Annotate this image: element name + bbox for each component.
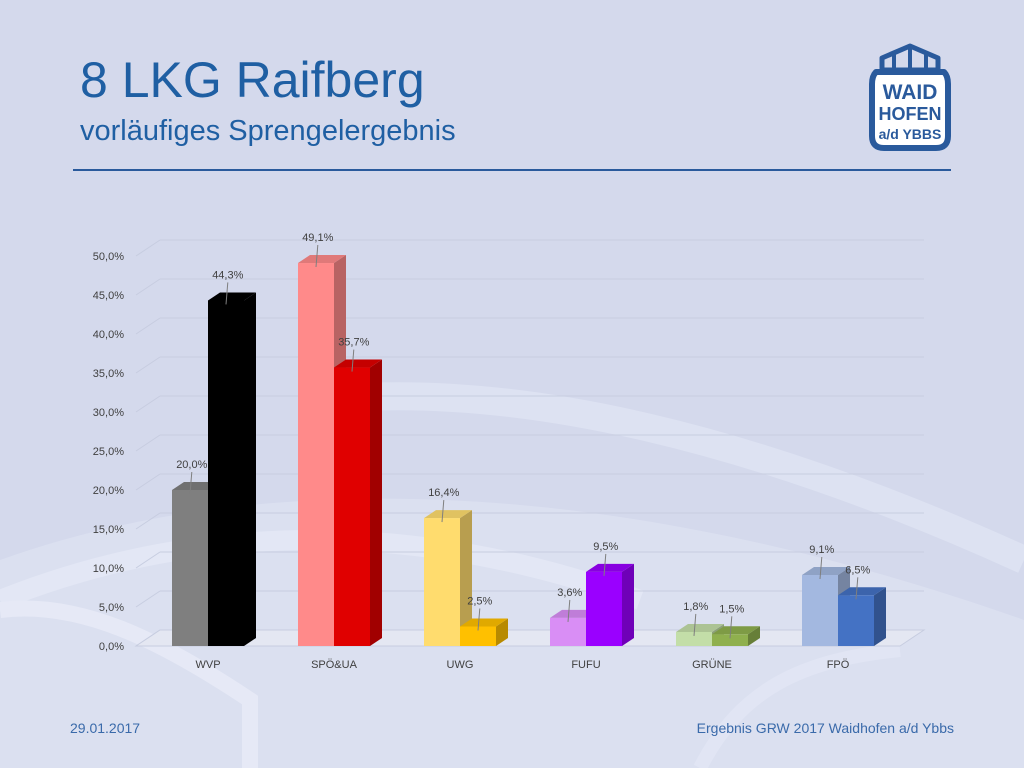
x-category-label: FPÖ: [827, 659, 850, 671]
x-category-label: WVP: [195, 659, 220, 671]
y-tick-label: 30,0%: [93, 407, 124, 419]
data-label-leader: [819, 556, 823, 580]
bar: [802, 575, 838, 646]
bar: [334, 367, 370, 646]
y-tick-label: 10,0%: [93, 563, 124, 575]
data-label: 3,6%: [557, 587, 582, 599]
x-category-label: SPÖ&UA: [311, 659, 358, 671]
data-label-leader: [441, 500, 445, 523]
logo-line-3: a/d YBBS: [879, 126, 942, 142]
bar-top: [838, 587, 886, 596]
data-label-leader: [855, 577, 859, 600]
y-tick-label: 0,0%: [99, 641, 124, 653]
bar-top: [298, 255, 346, 264]
data-label-leader: [567, 599, 571, 622]
bar: [676, 631, 712, 646]
data-label: 1,5%: [719, 603, 744, 615]
bar: [550, 617, 586, 646]
y-tick-label: 45,0%: [93, 290, 124, 302]
bar-top: [802, 567, 850, 576]
x-category-label: FUFU: [571, 659, 600, 671]
bar: [424, 518, 460, 646]
data-label: 35,7%: [338, 337, 369, 349]
x-category-label: GRÜNE: [692, 659, 732, 671]
footer-date: 29.01.2017: [70, 720, 141, 736]
bar-top: [712, 626, 760, 635]
bar-top: [676, 623, 724, 632]
bar-side: [748, 626, 760, 646]
bar: [172, 490, 208, 646]
data-label-leader: [693, 613, 697, 637]
slide-title: 8 LKG Raifberg: [80, 52, 425, 108]
bar-side: [496, 618, 508, 646]
logo-line-2: HOFEN: [879, 104, 942, 124]
bar-side: [622, 563, 634, 646]
data-label: 16,4%: [428, 487, 459, 499]
y-tick-label: 50,0%: [93, 251, 124, 263]
bar-side: [460, 510, 472, 646]
gridline-side: [135, 434, 161, 452]
bar-side: [244, 292, 256, 646]
data-label-leader: [189, 471, 193, 495]
data-label: 9,1%: [809, 544, 834, 556]
gridline-side: [135, 473, 161, 491]
bar-side: [874, 587, 886, 646]
bar-side: [370, 359, 382, 646]
gridline-side: [135, 590, 161, 608]
bar-top: [334, 359, 382, 368]
data-label: 6,5%: [845, 564, 870, 576]
data-label-leader: [477, 608, 481, 631]
data-label: 2,5%: [467, 596, 492, 608]
gridline-side: [135, 551, 161, 569]
x-category-label: UWG: [447, 659, 474, 671]
data-label: 9,5%: [593, 541, 618, 553]
gridline-side: [135, 395, 161, 413]
y-tick-label: 5,0%: [99, 602, 124, 614]
title-divider: [73, 169, 951, 171]
logo-line-1: WAID: [883, 81, 938, 104]
y-tick-label: 35,0%: [93, 368, 124, 380]
bar: [298, 263, 334, 646]
data-label: 49,1%: [302, 232, 333, 244]
gridline-side: [135, 278, 161, 296]
data-label-leader: [315, 244, 319, 268]
data-label: 20,0%: [176, 459, 207, 471]
bar: [586, 571, 622, 646]
y-tick-label: 15,0%: [93, 524, 124, 536]
bar-top: [424, 510, 472, 519]
y-tick-label: 25,0%: [93, 446, 124, 458]
gridline-side: [135, 512, 161, 530]
bar-top: [586, 563, 634, 572]
bar: [712, 634, 748, 646]
data-label-leader: [225, 282, 229, 305]
bar-top: [208, 292, 256, 301]
footer-caption: Ergebnis GRW 2017 Waidhofen a/d Ybbs: [696, 720, 954, 736]
data-label-leader: [351, 349, 355, 372]
data-label: 1,8%: [683, 601, 708, 613]
bar: [838, 595, 874, 646]
data-label-leader: [729, 616, 733, 639]
y-tick-label: 40,0%: [93, 329, 124, 341]
gridline-side: [135, 317, 161, 335]
bar: [208, 300, 244, 646]
slide-subtitle: vorläufiges Sprengelergebnis: [80, 115, 456, 147]
waidhofen-logo: WAID HOFEN a/d YBBS: [869, 43, 951, 151]
y-tick-label: 20,0%: [93, 485, 124, 497]
data-label-leader: [603, 553, 607, 576]
gridline-side: [135, 239, 161, 257]
gridline-side: [135, 356, 161, 374]
bar-top: [460, 618, 508, 627]
bar: [460, 626, 496, 646]
data-label: 44,3%: [212, 269, 243, 281]
party-results-chart: 0,0% 5,0% 10,0% 15,0% 20,0% 25,0% 30,0% 35,0% 40…: [93, 232, 926, 671]
